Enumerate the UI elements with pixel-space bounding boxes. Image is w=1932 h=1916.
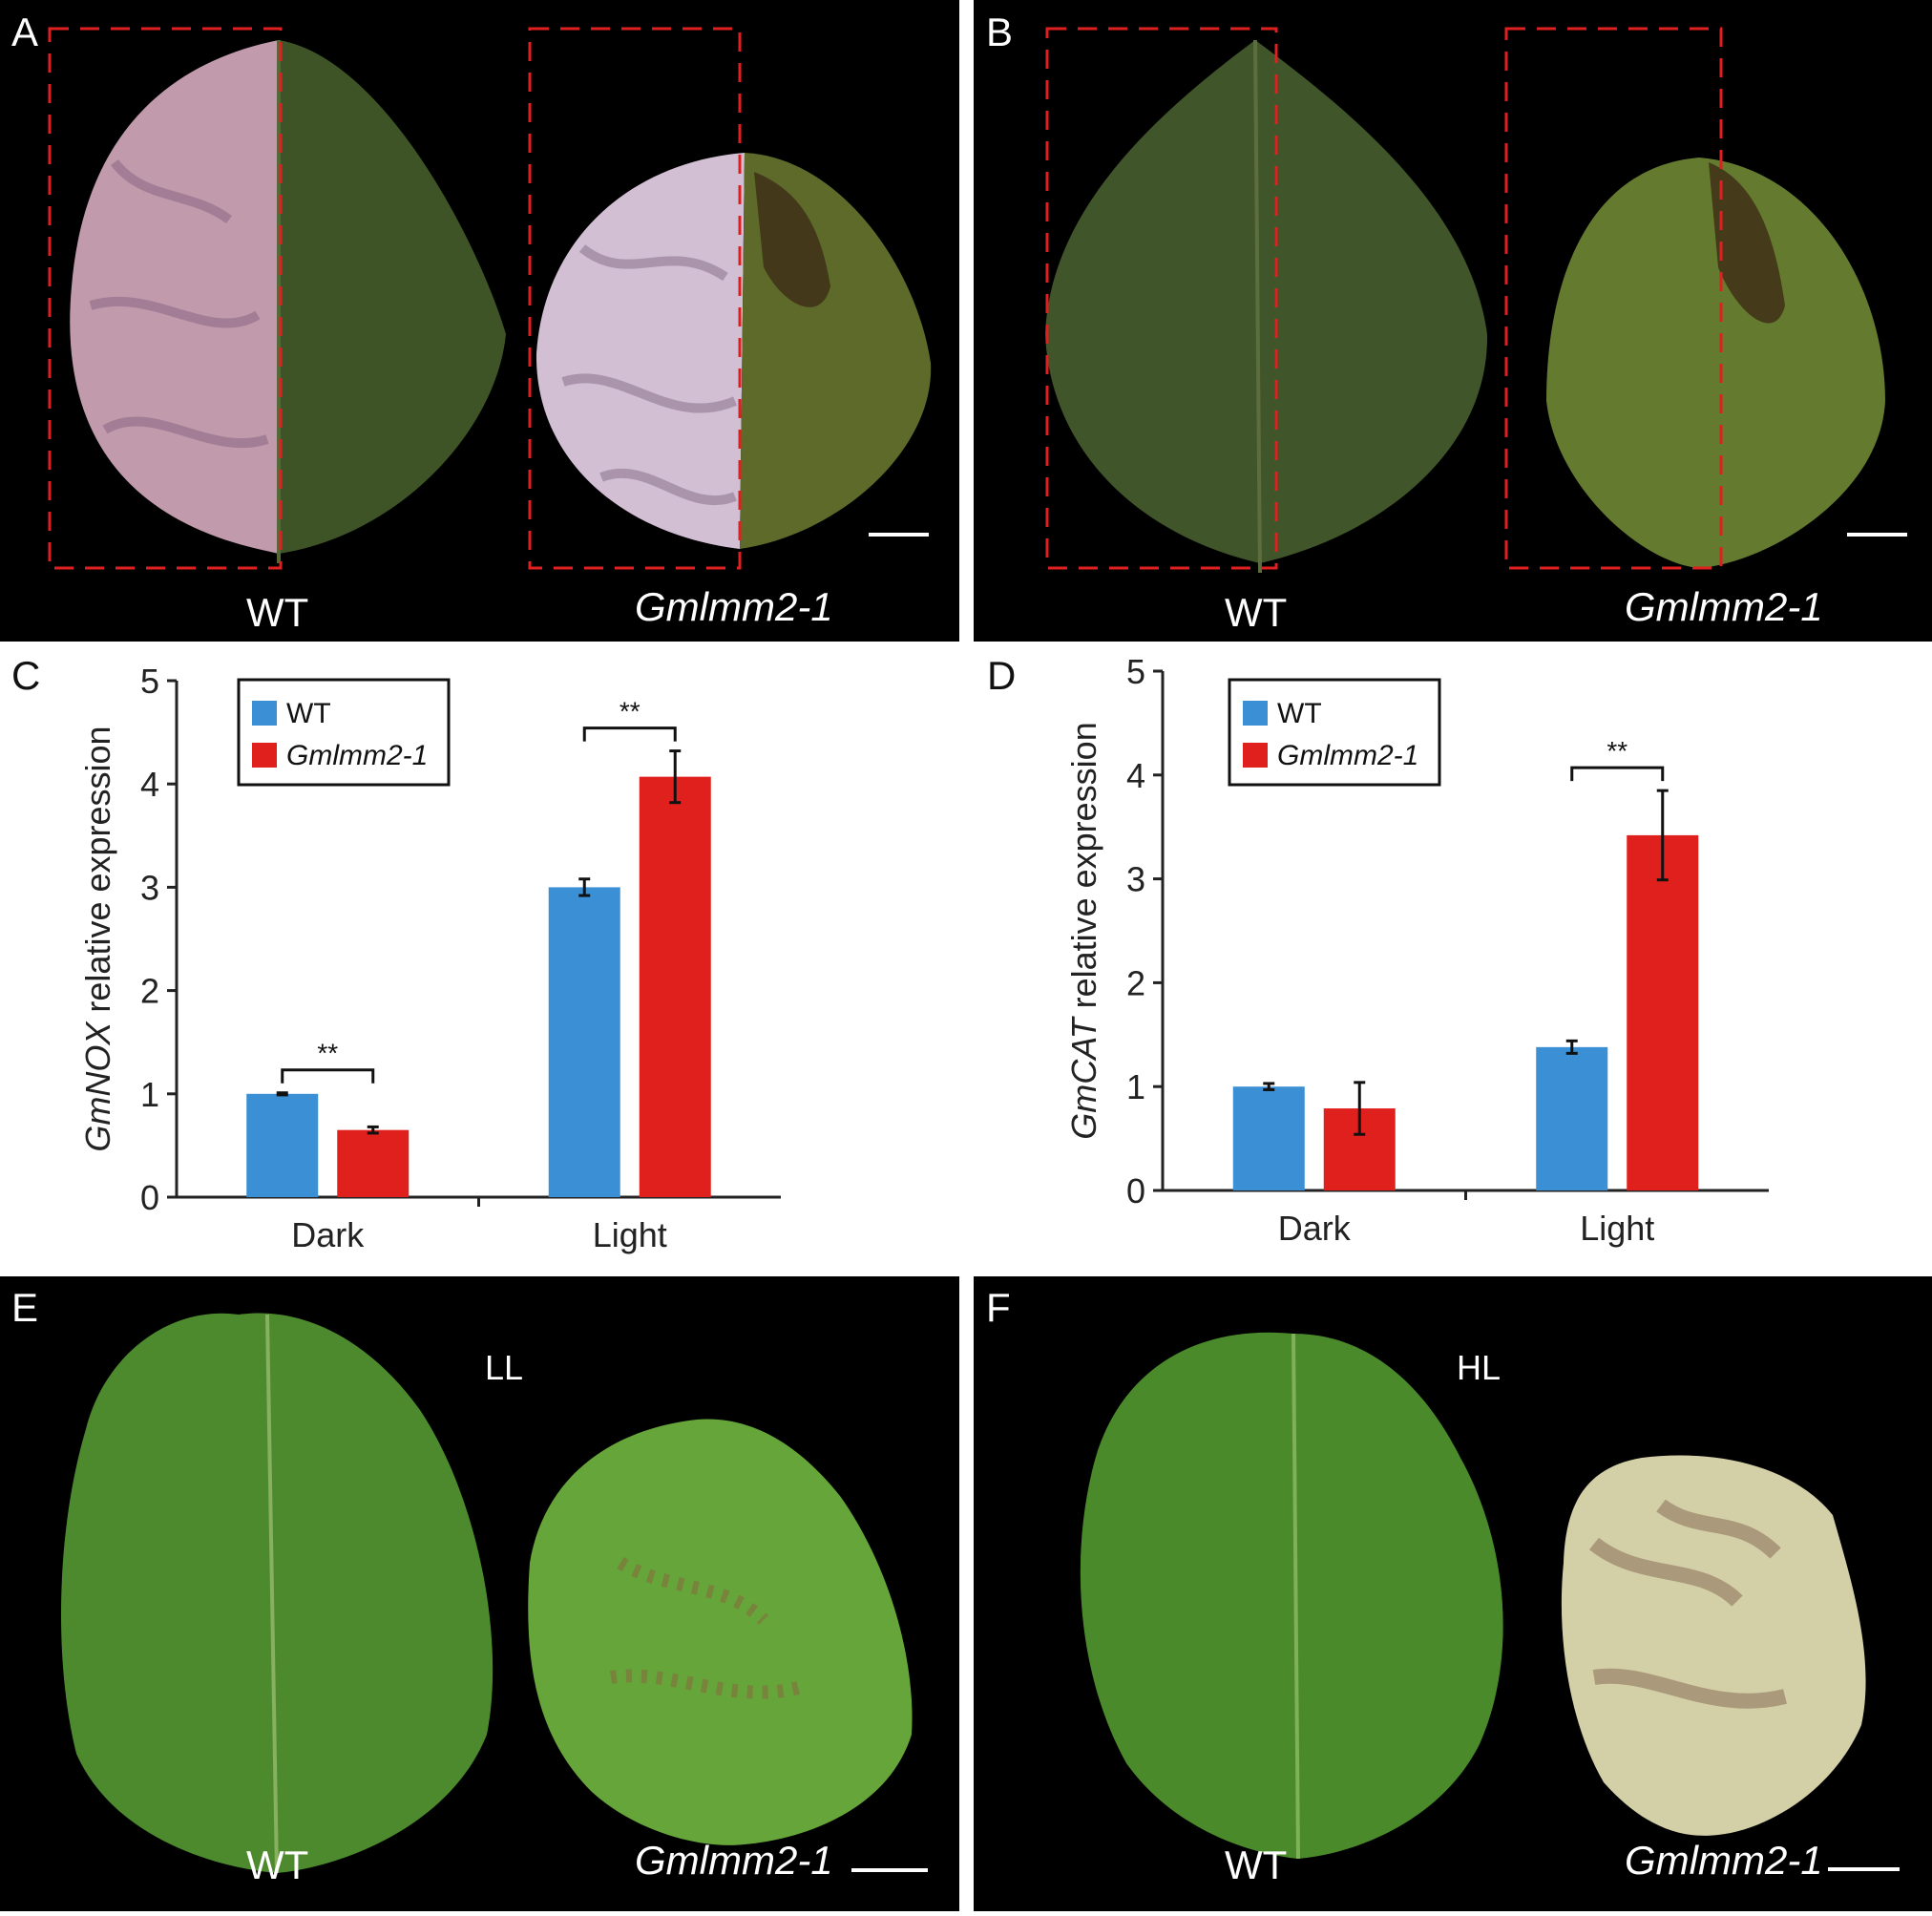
panel-f-leaves [1080, 1332, 1900, 1871]
mutant-covered-region-box [528, 27, 742, 570]
panel-d-letter: D [987, 653, 1017, 698]
significance-label: ** [317, 1039, 338, 1068]
y-axis-label: GmNOX relative expression [78, 726, 117, 1151]
mutant-leaf [528, 1419, 913, 1845]
panel-a-wt-label: WT [246, 590, 309, 635]
y-axis-label-gene: GmNOX [78, 1021, 117, 1152]
legend-label-gmlmm2-1: Gmlmm2-1 [1277, 740, 1418, 771]
significance-bracket [582, 726, 677, 742]
wt-leaf [60, 1313, 494, 1873]
mutant-leaf [1561, 1455, 1866, 1836]
wt-leaf [1080, 1332, 1503, 1859]
y-tick-label: 1 [140, 1075, 159, 1114]
legend-swatch-wt [1243, 701, 1268, 726]
y-tick-label: 2 [140, 972, 159, 1011]
y-tick-label: 0 [1126, 1171, 1145, 1211]
wt-covered-region-box [48, 27, 283, 570]
wt-leaf-foil-half [70, 40, 279, 554]
legend-box [237, 678, 451, 787]
panel-f-letter: F [986, 1285, 1011, 1330]
significance-label: ** [620, 697, 640, 726]
legend-box [1228, 678, 1441, 787]
x-tick-label: Dark [1278, 1209, 1352, 1248]
mutant-region-box [1504, 27, 1723, 570]
significance-bracket [281, 1068, 375, 1084]
mutant-leaf-lesions [1709, 162, 1785, 324]
y-tick-label: 4 [140, 765, 159, 804]
legend-swatch-wt [252, 701, 277, 726]
bar-gmlmm2-1-dark [1323, 1108, 1396, 1190]
bar-gmlmm2-1-light [1627, 834, 1699, 1190]
bar-wt-dark [1232, 1086, 1305, 1190]
wt-region-box [1045, 27, 1278, 570]
panel-e-letter: E [11, 1285, 39, 1330]
mutant-leaf [1546, 158, 1885, 568]
y-axis-label-gene: GmCAT [1064, 1015, 1103, 1139]
legend-swatch-gmlmm2-1 [252, 743, 277, 768]
y-tick-label: 3 [140, 868, 159, 907]
wt-leaf [1045, 40, 1488, 563]
panel-e-wt-label: WT [246, 1842, 309, 1887]
wt-leaf-midrib [1253, 39, 1262, 574]
y-axis-label-text: relative expression [1064, 722, 1103, 1018]
panel-f-photo [974, 1276, 1932, 1911]
x-tick-label: Light [593, 1215, 667, 1254]
mutant-leaf-spots [609, 1556, 804, 1699]
panel-c-letter: C [11, 653, 41, 698]
y-tick-label: 0 [140, 1178, 159, 1217]
y-tick-label: 2 [1126, 963, 1145, 1002]
bar-gmlmm2-1-dark [337, 1129, 410, 1197]
mutant-leaf-foil-texture [561, 244, 737, 506]
wt-leaf-green-half [279, 40, 506, 554]
panel-e-photo [0, 1276, 959, 1911]
panel-e-mutant-label: Gmlmm2-1 [635, 1838, 833, 1883]
y-tick-label: 1 [1126, 1067, 1145, 1106]
panel-f-mutant-label: Gmlmm2-1 [1625, 1838, 1823, 1883]
significance-bracket [1570, 766, 1665, 782]
y-tick-label: 3 [1126, 860, 1145, 899]
bar-wt-light [1536, 1046, 1608, 1190]
panel-b-letter: B [986, 10, 1014, 54]
panel-f-condition: HL [1457, 1348, 1502, 1387]
bar-wt-light [548, 887, 620, 1197]
mutant-leaf-foil-half [536, 153, 745, 549]
bar-gmlmm2-1-light [639, 776, 711, 1197]
bar-wt-dark [246, 1093, 319, 1197]
legend-label-wt: WT [286, 698, 331, 729]
panel-e-condition: LL [485, 1348, 524, 1387]
panel-b-mutant-label: Gmlmm2-1 [1625, 584, 1823, 629]
panel-b-leaves [1045, 27, 1907, 574]
panel-a-leaves [48, 27, 932, 570]
panel-a-photo [0, 0, 959, 642]
wt-leaf-midrib [1292, 1333, 1300, 1860]
significance-label: ** [1606, 736, 1628, 766]
x-tick-label: Dark [291, 1215, 365, 1254]
y-tick-label: 4 [1126, 756, 1145, 795]
panel-e-leaves [60, 1313, 928, 1874]
panel-a-letter: A [11, 10, 39, 54]
wt-leaf-foil-texture [89, 158, 269, 449]
y-tick-label: 5 [140, 662, 159, 701]
panel-b-photo [974, 0, 1932, 642]
panel-f-wt-label: WT [1225, 1842, 1288, 1887]
y-axis-label: GmCAT relative expression [1064, 722, 1103, 1139]
panel-a-mutant-label: Gmlmm2-1 [635, 584, 833, 629]
panel-b-wt-label: WT [1225, 590, 1288, 635]
y-axis-label-text: relative expression [78, 726, 117, 1021]
legend-label-wt: WT [1277, 698, 1322, 729]
mutant-leaf-lesions [754, 172, 830, 307]
legend-label-gmlmm2-1: Gmlmm2-1 [286, 740, 428, 771]
legend-swatch-gmlmm2-1 [1243, 743, 1268, 768]
x-tick-label: Light [1580, 1209, 1654, 1248]
y-tick-label: 5 [1126, 652, 1145, 691]
wt-leaf-midrib [265, 1314, 279, 1874]
mutant-leaf-necrosis [1589, 1499, 1787, 1709]
